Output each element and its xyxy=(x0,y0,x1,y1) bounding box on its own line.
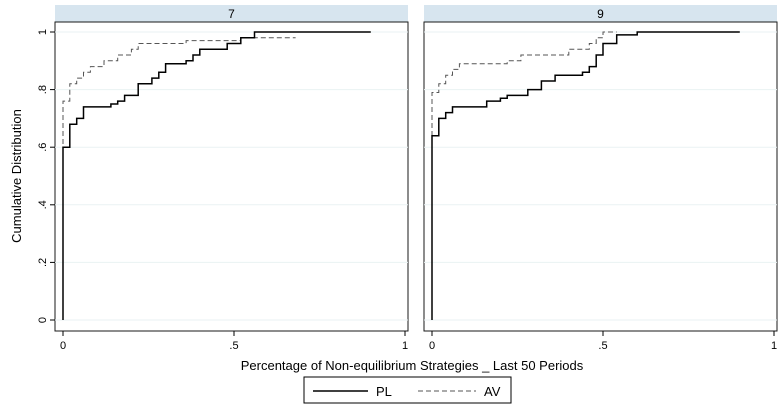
x-tick-label: 0 xyxy=(429,340,435,352)
series-line-pl xyxy=(431,31,740,320)
panel-title: 7 xyxy=(228,7,235,21)
y-tick-label: .4 xyxy=(37,200,49,209)
legend-label-av: AV xyxy=(484,384,501,399)
y-axis-title: Cumulative Distribution xyxy=(9,109,24,243)
y-tick-label: .2 xyxy=(37,258,49,267)
x-tick-label: 1 xyxy=(771,340,777,352)
series-line-av xyxy=(62,37,296,320)
y-tick-label: 1 xyxy=(37,29,49,35)
x-tick-label: .5 xyxy=(229,340,238,352)
legend-label-pl: PL xyxy=(376,384,392,399)
x-tick-label: 0 xyxy=(60,340,66,352)
legend: PL AV xyxy=(303,376,512,404)
x-tick-label: 1 xyxy=(402,340,408,352)
panels: 70.2.4.6.810.5 190.5 1 xyxy=(37,5,778,352)
y-tick-label: .6 xyxy=(37,143,49,152)
panel-title: 9 xyxy=(597,7,604,21)
panel-header xyxy=(55,5,408,22)
plot-frame xyxy=(423,21,778,332)
series-line-av xyxy=(431,31,617,320)
legend-box xyxy=(303,376,512,404)
series-line-pl xyxy=(62,31,371,320)
panel-header xyxy=(424,5,777,22)
y-tick-label: 0 xyxy=(37,317,49,323)
panel-7: 7 0 .2 .4 .6 .8 1 0 .5 1 xyxy=(37,5,409,352)
x-axis-title: Percentage of Non-equilibrium Strategies… xyxy=(241,358,584,373)
plot-frame xyxy=(54,21,409,332)
x-tick-label: .5 xyxy=(598,340,607,352)
panel-9: 90.5 1 xyxy=(423,5,778,352)
y-tick-label: .8 xyxy=(37,85,49,94)
